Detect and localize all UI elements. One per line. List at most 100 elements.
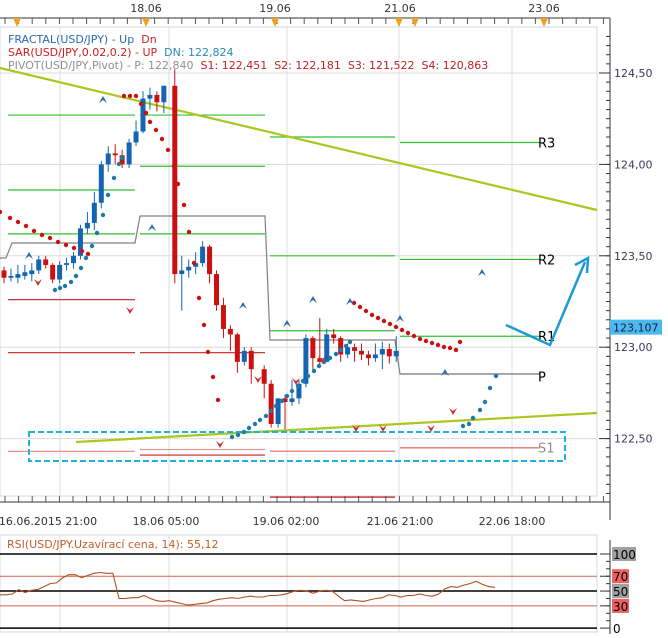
bull-candle[interactable] xyxy=(84,222,90,229)
bull-candle[interactable] xyxy=(126,142,132,165)
bull-candle[interactable] xyxy=(200,246,206,264)
sar-dot-up xyxy=(100,212,106,218)
day-marker-icon[interactable] xyxy=(271,18,279,27)
sar-dot-down xyxy=(175,181,181,187)
bear-candle[interactable] xyxy=(282,398,288,403)
bear-candle[interactable] xyxy=(317,358,323,362)
bull-candle[interactable] xyxy=(372,354,378,359)
day-marker-icon[interactable] xyxy=(13,18,21,27)
top-date-label: 19.06 xyxy=(259,2,291,15)
bull-candle[interactable] xyxy=(193,263,199,267)
bull-candle[interactable] xyxy=(147,94,153,99)
pivot-p: P: 122,840 xyxy=(134,59,194,72)
bull-candle[interactable] xyxy=(179,270,185,275)
sar-dot-down xyxy=(133,93,139,99)
bear-candle[interactable] xyxy=(261,369,267,384)
bear-candle[interactable] xyxy=(338,338,344,355)
resistance-trendline[interactable] xyxy=(0,66,598,212)
bull-candle[interactable] xyxy=(186,266,192,271)
rsi-legend[interactable]: RSI(USD/JPY.Uzavírací cena, 14): 55,12 xyxy=(7,538,219,551)
bull-candle[interactable] xyxy=(71,255,76,264)
bear-candle[interactable] xyxy=(214,274,219,306)
bear-candle[interactable] xyxy=(310,338,316,359)
bear-candle[interactable] xyxy=(359,350,364,355)
pivot-s3: S3: 121,522 xyxy=(347,59,415,72)
bull-candle[interactable] xyxy=(105,153,111,165)
bull-candle[interactable] xyxy=(296,383,302,399)
arrow-head-icon xyxy=(574,255,590,274)
current-price-label: 123,107 xyxy=(613,322,659,335)
bear-candle[interactable] xyxy=(50,264,56,280)
day-marker-icon[interactable] xyxy=(395,18,403,27)
day-marker-icon[interactable] xyxy=(540,18,548,27)
top-date-label: 21.06 xyxy=(384,2,416,15)
legend-fractal[interactable]: FRACTAL(USD/JPY) - Up Dn xyxy=(8,33,488,46)
bull-candle[interactable] xyxy=(379,349,385,355)
bull-candle[interactable] xyxy=(275,398,281,424)
bull-candle[interactable] xyxy=(324,334,330,362)
bull-candle[interactable] xyxy=(161,85,167,103)
bull-candle[interactable] xyxy=(57,264,63,280)
bull-candle[interactable] xyxy=(29,270,35,275)
bear-candle[interactable] xyxy=(248,350,254,370)
fractal-down-icon xyxy=(254,376,262,383)
sar-dot-down xyxy=(147,119,153,125)
sar-dot-down xyxy=(159,136,165,142)
bull-candle[interactable] xyxy=(393,350,399,357)
pivot-label-s1: S1 xyxy=(538,442,555,457)
bull-candle[interactable] xyxy=(64,263,70,265)
rsi-level-badge xyxy=(612,547,636,561)
sar-dot-up xyxy=(300,378,306,384)
bull-candle[interactable] xyxy=(77,228,83,256)
rsi-panel[interactable] xyxy=(0,534,598,633)
bear-candle[interactable] xyxy=(365,354,371,359)
bull-candle[interactable] xyxy=(289,398,295,403)
bear-candle[interactable] xyxy=(220,305,226,329)
sar-dot-down xyxy=(55,239,61,245)
bear-candle[interactable] xyxy=(227,328,233,335)
support-trendline[interactable] xyxy=(75,411,598,444)
plot-area[interactable] xyxy=(0,26,598,497)
bull-candle[interactable] xyxy=(8,275,14,278)
sar-dot-down xyxy=(23,223,29,229)
bull-candle[interactable] xyxy=(36,259,42,271)
projection-path[interactable] xyxy=(505,261,587,347)
sar-dot-down xyxy=(15,219,21,225)
bear-candle[interactable] xyxy=(172,85,178,275)
fractal-up-icon xyxy=(283,320,291,327)
s1-zone-box[interactable] xyxy=(28,431,566,462)
bear-candle[interactable] xyxy=(154,94,160,103)
bear-candle[interactable] xyxy=(234,334,240,362)
legend-pivot[interactable]: PIVOT(USD/JPY,Pivot) - P: 122,840 S1: 12… xyxy=(8,59,488,72)
bear-candle[interactable] xyxy=(331,334,337,339)
bull-candle[interactable] xyxy=(241,350,247,362)
day-marker-icon[interactable] xyxy=(142,18,150,27)
sar-dot-up xyxy=(257,417,263,423)
bull-candle[interactable] xyxy=(303,338,309,384)
fractal-up-icon xyxy=(441,369,449,376)
day-marker-icon[interactable] xyxy=(411,18,419,27)
top-date-label: 18.06 xyxy=(130,2,162,15)
sar-dot-up xyxy=(333,351,339,357)
bear-candle[interactable] xyxy=(1,270,7,278)
sar-dot-down xyxy=(153,127,159,133)
bear-candle[interactable] xyxy=(268,383,274,424)
bull-candle[interactable] xyxy=(140,98,146,132)
fractal-up-icon xyxy=(309,296,317,303)
bear-candle[interactable] xyxy=(386,349,392,357)
bull-candle[interactable] xyxy=(345,347,351,355)
bear-candle[interactable] xyxy=(352,347,358,351)
bear-candle[interactable] xyxy=(207,246,213,275)
sar-dot-down xyxy=(63,242,69,248)
bear-candle[interactable] xyxy=(43,259,49,265)
bull-candle[interactable] xyxy=(98,164,104,203)
fractal-down-icon xyxy=(427,425,435,432)
bull-candle[interactable] xyxy=(22,272,28,276)
sar-dot-up xyxy=(268,408,274,414)
bull-candle[interactable] xyxy=(91,202,97,223)
bull-candle[interactable] xyxy=(15,274,21,278)
bull-candle[interactable] xyxy=(133,131,139,143)
bear-candle[interactable] xyxy=(112,153,118,156)
legend-sar[interactable]: SAR(USD/JPY,0.02,0.2) - UP DN: 122,824 xyxy=(8,46,488,59)
